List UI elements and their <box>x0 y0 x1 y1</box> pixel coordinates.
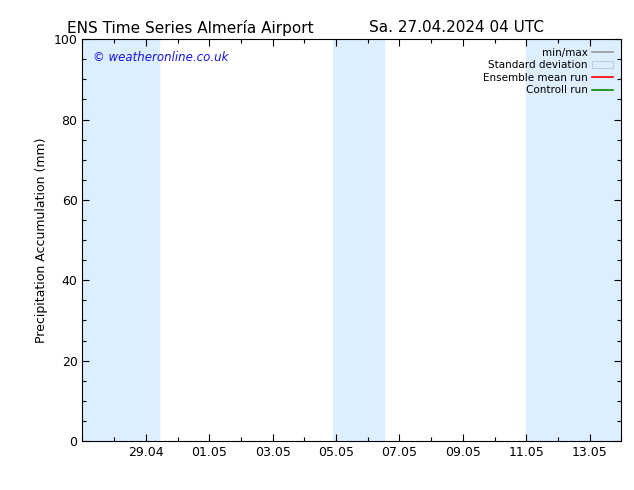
Text: ENS Time Series Almería Airport: ENS Time Series Almería Airport <box>67 20 313 36</box>
Bar <box>82 39 158 441</box>
Text: © weatheronline.co.uk: © weatheronline.co.uk <box>93 51 229 64</box>
Legend: min/max, Standard deviation, Ensemble mean run, Controll run: min/max, Standard deviation, Ensemble me… <box>480 45 616 98</box>
Text: Sa. 27.04.2024 04 UTC: Sa. 27.04.2024 04 UTC <box>369 20 544 35</box>
Bar <box>526 39 621 441</box>
Title: ENS Time Series Almería Airport        Sa. 27.04.2024 04 UTC: ENS Time Series Almería Airport Sa. 27.0… <box>0 489 1 490</box>
Bar <box>333 39 384 441</box>
Y-axis label: Precipitation Accumulation (mm): Precipitation Accumulation (mm) <box>35 137 48 343</box>
